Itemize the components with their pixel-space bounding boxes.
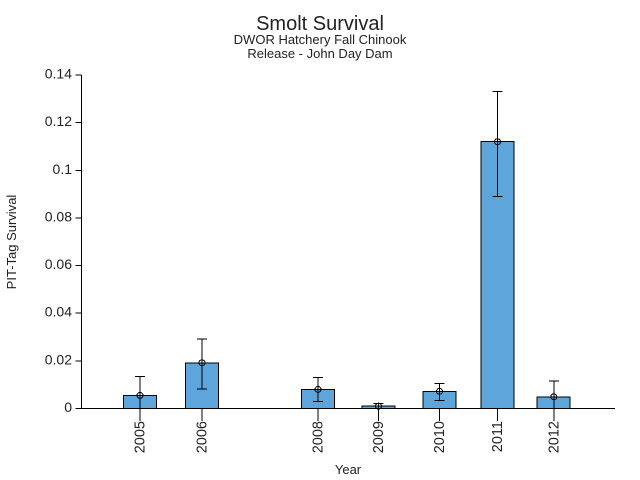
svg-text:0.08: 0.08 (45, 208, 72, 224)
svg-text:0: 0 (64, 399, 72, 415)
svg-text:0.04: 0.04 (45, 304, 72, 320)
svg-text:2006: 2006 (195, 421, 211, 453)
svg-text:0.12: 0.12 (45, 113, 72, 129)
svg-text:2008: 2008 (311, 421, 327, 453)
svg-text:2009: 2009 (371, 421, 387, 453)
svg-text:0.06: 0.06 (45, 256, 72, 272)
svg-text:2011: 2011 (490, 421, 506, 452)
svg-text:0.1: 0.1 (53, 161, 73, 177)
svg-text:2010: 2010 (432, 421, 448, 453)
svg-text:0.02: 0.02 (45, 351, 72, 367)
svg-text:2012: 2012 (546, 421, 562, 453)
svg-text:2005: 2005 (133, 421, 149, 453)
svg-text:Year: Year (335, 462, 362, 477)
svg-text:PIT-Tag Survival: PIT-Tag Survival (4, 195, 19, 290)
svg-text:0.14: 0.14 (45, 66, 72, 82)
